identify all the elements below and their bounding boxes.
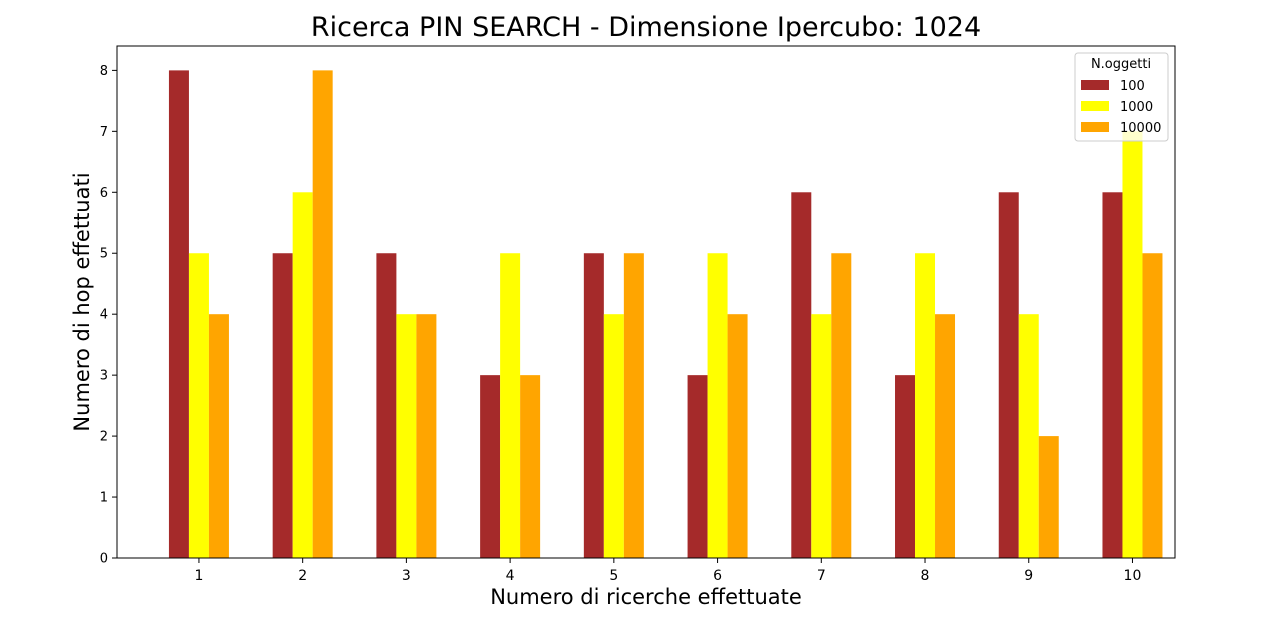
- legend-swatch-100: [1081, 80, 1109, 90]
- y-tick-label: 4: [100, 308, 108, 323]
- bar-10000-6: [727, 314, 748, 558]
- bar-1000-1: [188, 253, 209, 558]
- x-tick-label: 9: [1024, 568, 1033, 584]
- y-tick-label: 1: [100, 491, 108, 506]
- bar-1000-4: [500, 253, 521, 558]
- bar-1000-10: [1122, 131, 1143, 559]
- bar-1000-3: [396, 314, 417, 558]
- x-tick-label: 4: [506, 568, 515, 584]
- y-tick-label: 3: [100, 369, 108, 384]
- bar-100-5: [583, 253, 604, 558]
- bar-10000-10: [1142, 253, 1163, 558]
- legend-box: [1074, 52, 1169, 142]
- bar-100-9: [998, 192, 1019, 559]
- bar-10000-5: [623, 253, 644, 558]
- y-axis-label: Numero di hop effettuati: [70, 172, 94, 431]
- bar-10000-8: [935, 314, 956, 558]
- x-tick-label: 10: [1124, 568, 1142, 584]
- y-tick-label: 8: [100, 64, 108, 79]
- legend-title: N.oggetti: [1091, 57, 1151, 72]
- plot-area-frame: [116, 45, 1176, 559]
- bar-100-8: [895, 375, 916, 558]
- legend-label-10000: 10000: [1120, 121, 1161, 136]
- y-tick-label: 2: [100, 430, 108, 445]
- x-axis: 1 2 3 4 5 6 7 8 9 10: [194, 558, 1141, 584]
- bar-100-10: [1102, 192, 1123, 559]
- x-tick-label: 5: [609, 568, 618, 584]
- y-tick-label: 5: [100, 247, 108, 262]
- bar-1000-7: [811, 314, 832, 558]
- bar-10000-4: [520, 375, 541, 558]
- x-tick-label: 3: [402, 568, 411, 584]
- bar-10000-1: [208, 314, 229, 558]
- x-axis-label: Numero di ricerche effettuate: [490, 585, 802, 609]
- bar-100-2: [272, 253, 293, 558]
- bar-100-6: [687, 375, 708, 558]
- bar-1000-5: [603, 314, 624, 558]
- legend-label-100: 100: [1120, 79, 1145, 94]
- x-tick-label: 2: [298, 568, 307, 584]
- x-tick-label: 6: [713, 568, 722, 584]
- legend-swatch-1000: [1081, 101, 1109, 111]
- bar-10000-9: [1038, 436, 1059, 558]
- bar-1000-6: [707, 253, 728, 558]
- y-tick-label: 6: [100, 186, 108, 201]
- legend-swatch-10000: [1081, 122, 1109, 132]
- y-axis: 0 1 2 3 4 5 6 7 8: [100, 64, 117, 567]
- bar-1000-2: [292, 192, 313, 559]
- x-tick-label: 7: [817, 568, 826, 584]
- bar-10000-2: [312, 70, 333, 558]
- bar-100-1: [168, 70, 189, 558]
- chart-title: Ricerca PIN SEARCH - Dimensione Ipercubo…: [311, 12, 981, 43]
- legend-label-1000: 1000: [1120, 100, 1153, 115]
- x-tick-label: 1: [194, 568, 203, 584]
- y-tick-label: 0: [100, 552, 108, 567]
- bar-100-7: [791, 192, 812, 559]
- bar-100-4: [480, 375, 501, 558]
- bar-100-3: [376, 253, 397, 558]
- bar-1000-9: [1018, 314, 1039, 558]
- bar-10000-7: [831, 253, 852, 558]
- y-tick-label: 7: [100, 125, 108, 140]
- bar-1000-8: [915, 253, 936, 558]
- bars-group: [168, 70, 1163, 559]
- x-tick-label: 8: [921, 568, 930, 584]
- bar-10000-3: [416, 314, 437, 558]
- legend: N.oggetti 100 1000 10000: [1074, 52, 1169, 142]
